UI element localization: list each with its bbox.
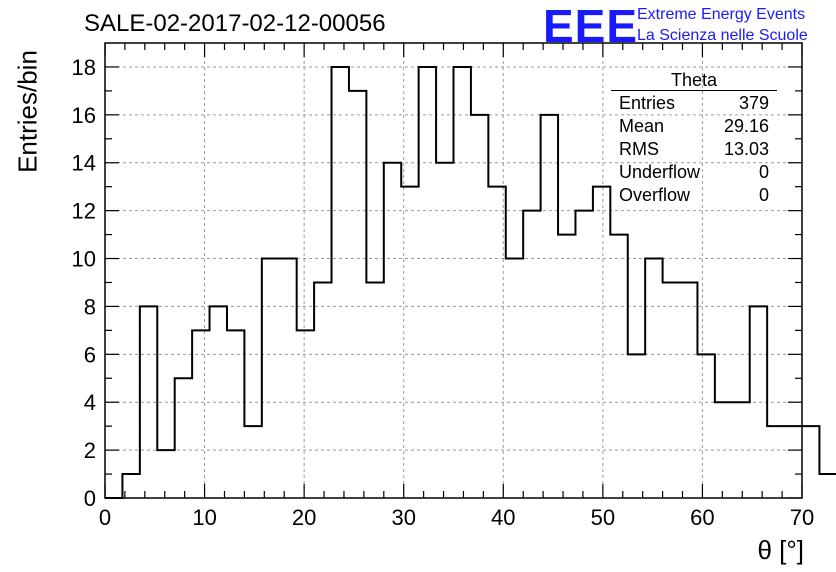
y-tick-label: 0 [84,486,96,511]
stats-label: Entries [619,93,676,113]
stats-label: RMS [619,139,659,159]
y-tick-label: 18 [72,55,96,80]
stats-value: 0 [758,185,769,205]
stats-row: Entries 379 [611,92,777,115]
x-tick-label: 30 [391,505,415,530]
stats-divider [611,90,777,91]
stats-value: 0 [758,162,769,182]
x-axis-label: θ [°] [757,535,804,565]
x-tick-label: 40 [491,505,515,530]
y-tick-label: 4 [84,390,96,415]
logo-caption: Extreme Energy Events La Scienza nelle S… [637,4,808,46]
x-tick-label: 20 [292,505,316,530]
stats-value: 379 [738,93,769,113]
histogram-series [105,65,836,499]
stats-value: 13.03 [723,139,769,159]
x-tick-label: 10 [192,505,216,530]
y-tick-label: 2 [84,438,96,463]
eee-logo: EEE [543,0,639,52]
y-tick-label: 10 [72,247,96,272]
chart-title: SALE-02-2017-02-12-00056 [84,10,386,37]
x-tick-label: 50 [591,505,615,530]
logo-line-2: La Scienza nelle Scuole [637,27,808,44]
stats-box: Theta Entries 379 Mean 29.16 RMS 13.03 Unde… [611,70,777,207]
x-tick-label: 0 [99,505,111,530]
stats-label: Underflow [619,162,701,182]
stats-row: Overflow 0 [611,184,777,207]
y-tick-label: 8 [84,294,96,319]
logo-line-1: Extreme Energy Events [637,6,806,23]
stats-title: Theta [670,70,718,90]
stats-label: Mean [619,116,665,136]
stats-value: 29.16 [723,116,769,136]
axis-tick-labels: 0 10 20 30 40 50 60 70 0 2 4 6 8 10 12 14 16 18 [72,55,815,530]
plot-frame [104,42,803,499]
stats-row: RMS 13.03 [611,138,777,161]
y-tick-label: 16 [72,103,96,128]
stats-label: Overflow [619,185,691,205]
y-axis-label: Entries/bin [12,50,43,173]
y-tick-label: 12 [72,199,96,224]
stats-row: Underflow 0 [611,161,777,184]
y-tick-label: 14 [72,151,96,176]
axis-ticks [104,43,803,499]
x-tick-label: 70 [790,505,814,530]
x-tick-label: 60 [690,505,714,530]
stats-row: Mean 29.16 [611,115,777,138]
y-tick-label: 6 [84,342,96,367]
